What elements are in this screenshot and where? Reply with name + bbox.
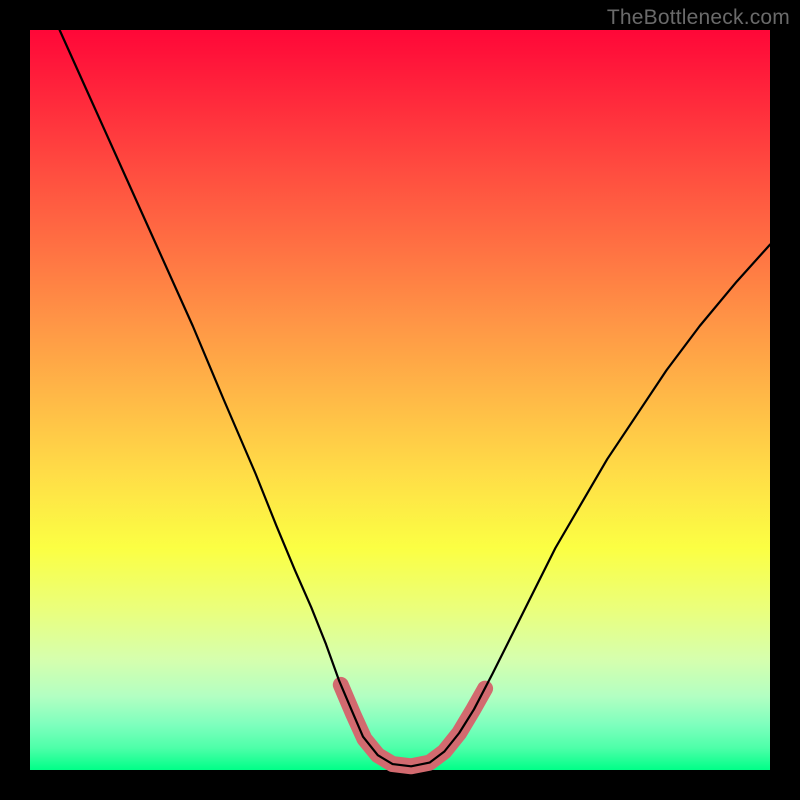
bottleneck-main-curve (60, 30, 770, 766)
plot-area (30, 30, 770, 770)
watermark-text: TheBottleneck.com (607, 6, 790, 30)
curve-layer (30, 30, 770, 770)
